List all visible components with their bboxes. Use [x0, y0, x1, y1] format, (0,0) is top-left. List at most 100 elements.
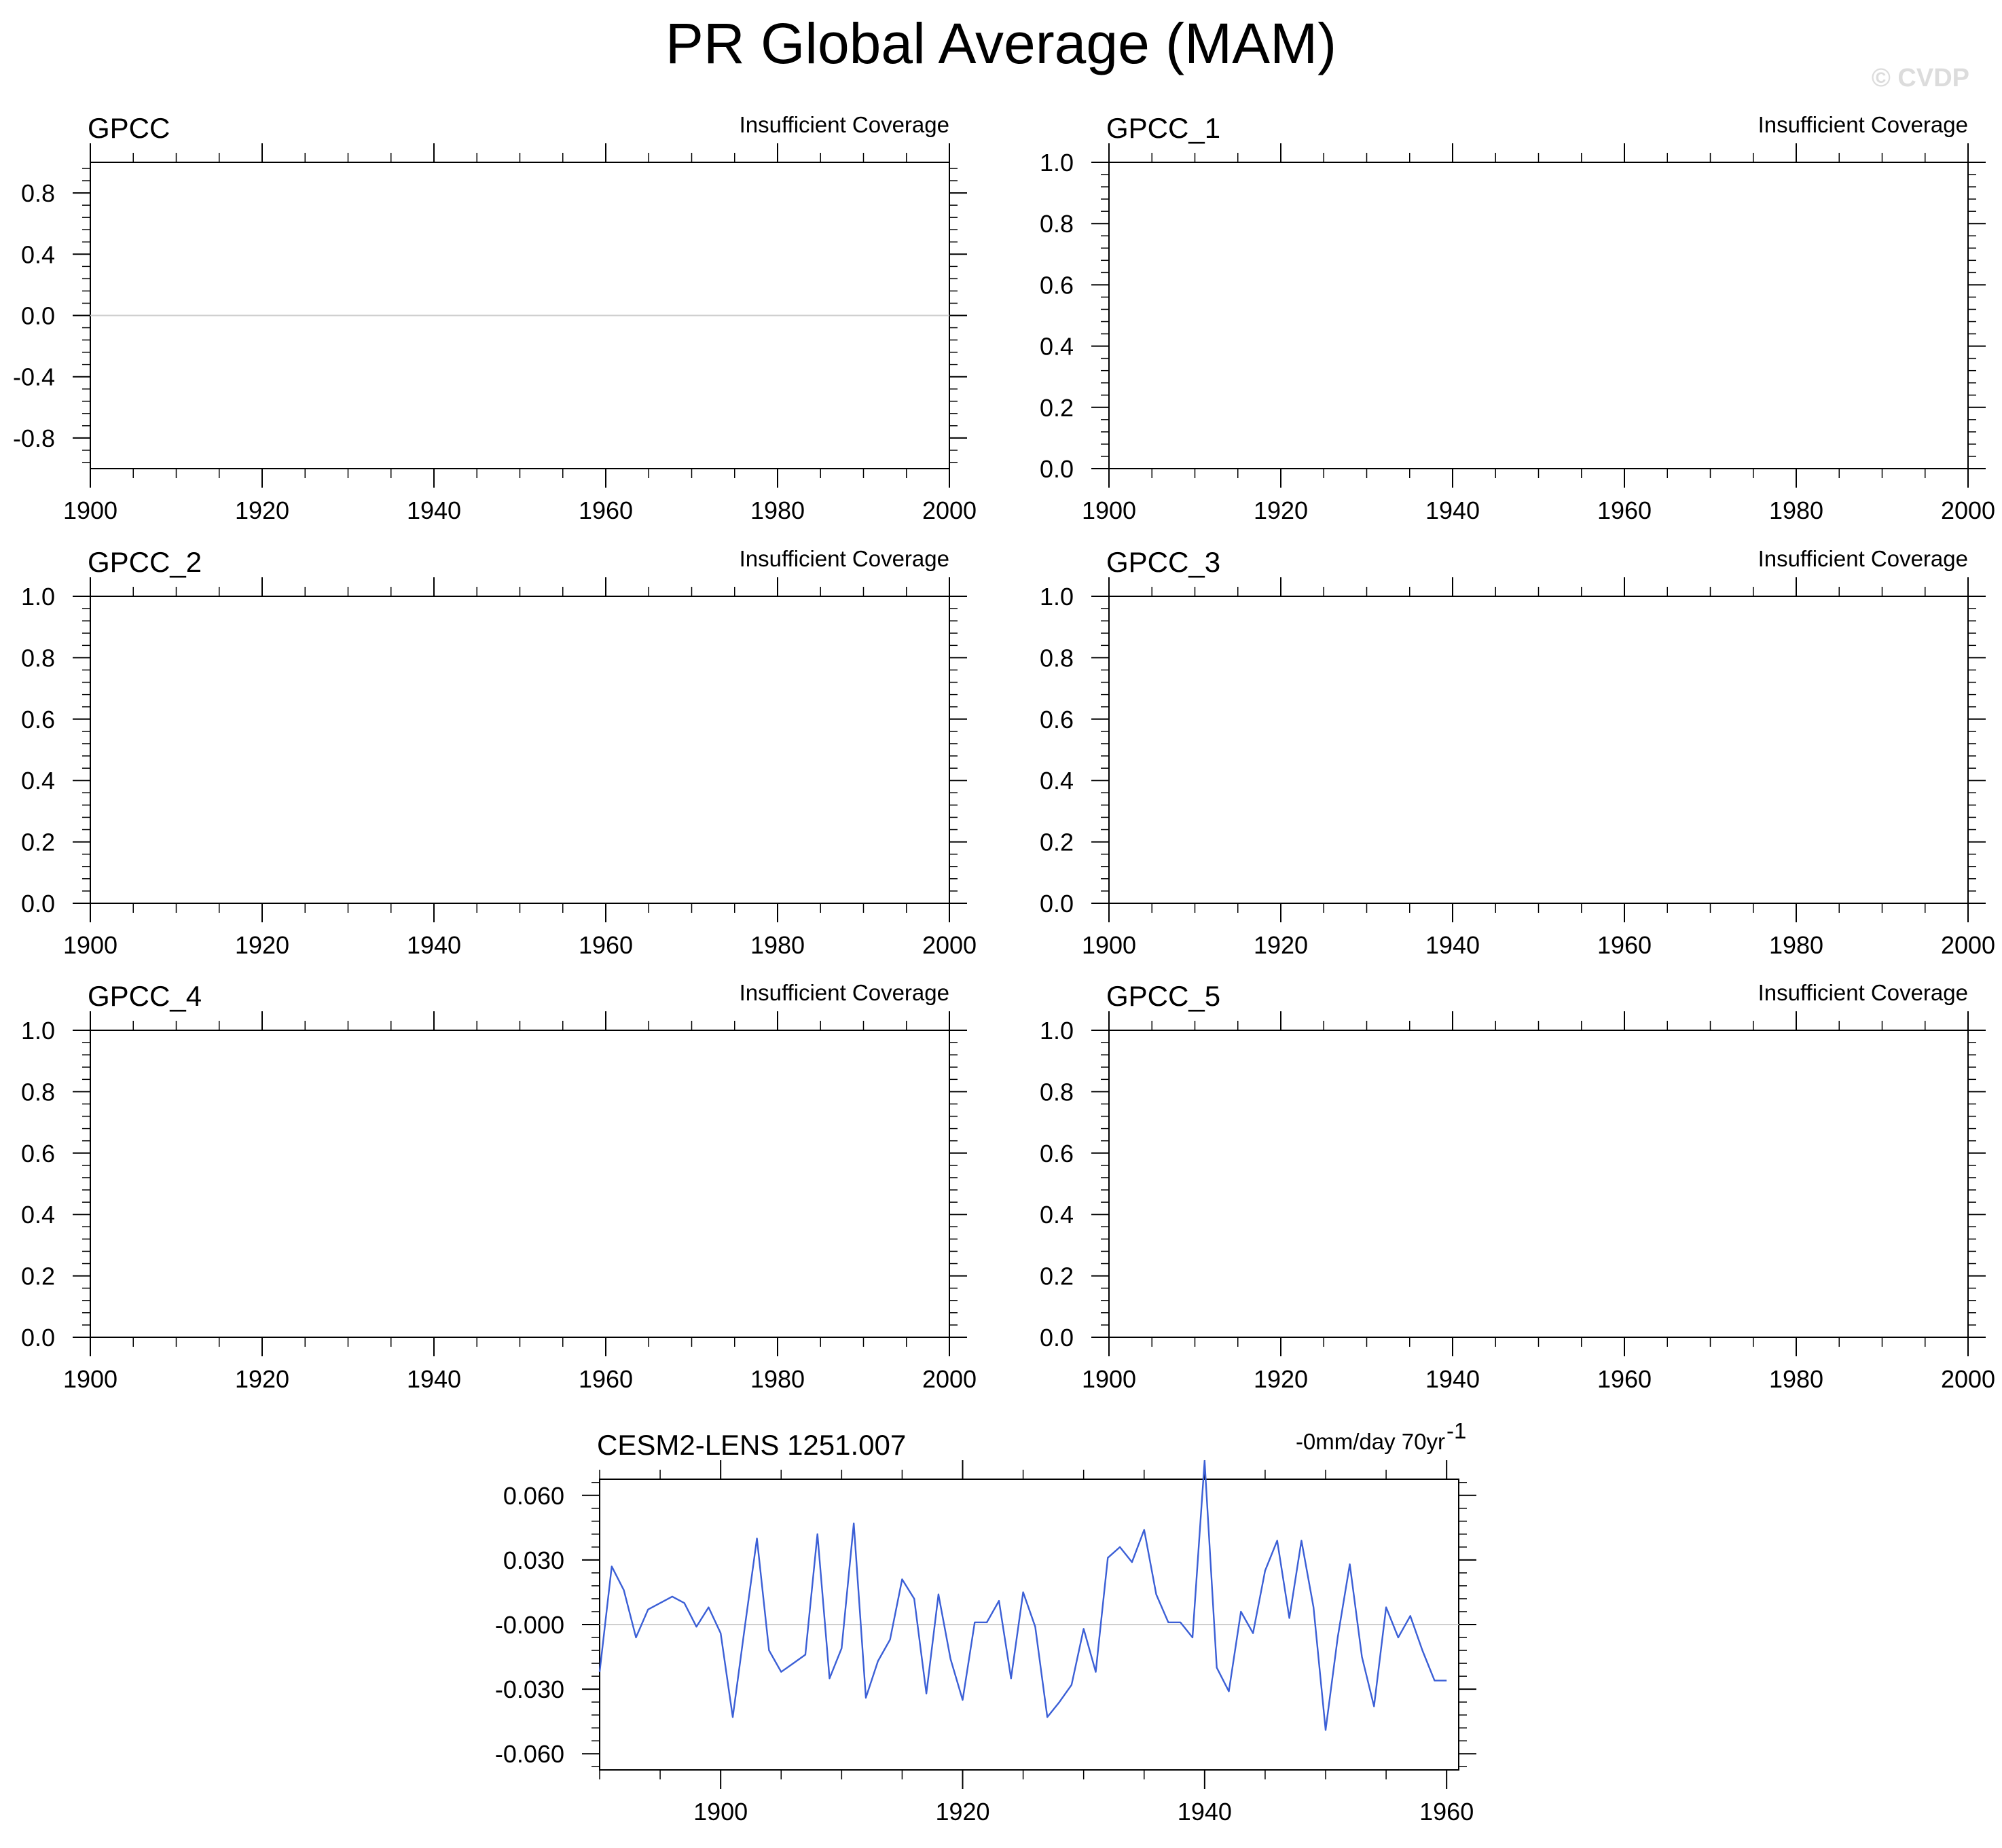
panel-note: Insufficient Coverage — [1758, 546, 1968, 571]
x-tick-label: 1900 — [63, 931, 117, 959]
panel-title: GPCC_5 — [1106, 980, 1220, 1012]
x-tick-label: 1900 — [1082, 931, 1136, 959]
panel-note: -0mm/day 70yr — [1296, 1429, 1445, 1454]
x-tick-label: 1920 — [235, 496, 289, 524]
x-tick-label: 1960 — [579, 931, 633, 959]
x-tick-label: 1960 — [1419, 1798, 1474, 1826]
series-line-1 — [598, 1460, 1447, 1731]
panel-title: GPCC_1 — [1106, 112, 1220, 144]
y-tick-label: 0.0 — [1040, 1324, 1074, 1352]
x-tick-label: 1920 — [235, 931, 289, 959]
y-tick-label: 0.0 — [1040, 455, 1074, 483]
x-tick-label: 2000 — [922, 1365, 977, 1393]
y-tick-label: 1.0 — [1040, 149, 1074, 177]
y-tick-label: 0.4 — [1040, 1201, 1074, 1229]
plot-frame — [1108, 1030, 1969, 1338]
y-tick-label: 0.8 — [1040, 210, 1074, 238]
y-tick-label: -0.4 — [13, 363, 55, 391]
x-tick-label: 1940 — [1178, 1798, 1232, 1826]
y-tick-label: 0.4 — [1040, 767, 1074, 795]
x-tick-label: 1960 — [1597, 931, 1652, 959]
x-tick-label: 2000 — [1941, 931, 1995, 959]
y-tick-label: 0.6 — [21, 706, 55, 733]
y-tick-label: 0.4 — [21, 767, 55, 795]
plot-frame — [90, 596, 950, 904]
panel-title: CESM2-LENS 1251.007 — [597, 1429, 906, 1461]
y-tick-label: 0.2 — [1040, 1263, 1074, 1290]
x-tick-label: 1940 — [1425, 931, 1480, 959]
y-tick-label: 0.8 — [21, 179, 55, 207]
chart-panel-5: 1900 1920 1940 1960 1980 2000 1.0 0.8 0.6 0.4 0.2 0… — [21, 980, 977, 1393]
chart-panel-7: 1900 1920 1940 1960 0.060 0.030 -0.000 -0.030 -0… — [495, 1418, 1476, 1826]
y-tick-label: -0.060 — [495, 1740, 564, 1768]
x-tick-label: 1900 — [63, 1365, 117, 1393]
x-tick-label: 1980 — [750, 1365, 805, 1393]
watermark-copyright: © CVDP — [1871, 64, 1969, 92]
y-tick-label: 0.8 — [1040, 644, 1074, 672]
y-tick-label: 0.2 — [1040, 394, 1074, 422]
panel-note-superscript: -1 — [1446, 1418, 1466, 1443]
chart-panel-1: 1900 1920 1940 1960 1980 2000 0.8 0.4 0.0 -0.4 -0.… — [13, 112, 977, 524]
panel-note: Insufficient Coverage — [740, 980, 949, 1005]
y-tick-label: 1.0 — [21, 1017, 55, 1045]
x-tick-label: 1940 — [1425, 1365, 1480, 1393]
panel-note: Insufficient Coverage — [740, 112, 949, 137]
x-tick-label: 1980 — [1769, 931, 1823, 959]
x-tick-label: 1920 — [935, 1798, 989, 1826]
x-tick-label: 1940 — [407, 931, 461, 959]
x-tick-label: 1920 — [235, 1365, 289, 1393]
y-tick-label: -0.030 — [495, 1675, 564, 1703]
plot-frame — [90, 1030, 950, 1338]
x-tick-label: 1960 — [579, 496, 633, 524]
chart-panel-2: 1900 1920 1940 1960 1980 2000 1.0 0.8 0.6 0.4 0.2 0… — [1040, 112, 1995, 524]
y-tick-label: 0.030 — [503, 1546, 564, 1574]
y-tick-label: 0.4 — [21, 240, 55, 268]
x-tick-label: 1920 — [1254, 931, 1308, 959]
x-tick-label: 2000 — [922, 496, 977, 524]
y-tick-label: -0.8 — [13, 424, 55, 452]
x-tick-label: 2000 — [922, 931, 977, 959]
panel-title: GPCC_2 — [88, 546, 202, 578]
plot-frame — [1108, 596, 1969, 904]
x-tick-label: 1920 — [1254, 1365, 1308, 1393]
y-tick-label: -0.000 — [495, 1611, 564, 1639]
x-tick-label: 1980 — [1769, 496, 1823, 524]
panel-title: GPCC_3 — [1106, 546, 1220, 578]
panel-note: Insufficient Coverage — [740, 546, 949, 571]
figure-title: PR Global Average (MAM) — [665, 12, 1337, 75]
y-tick-label: 0.4 — [1040, 333, 1074, 361]
y-tick-label: 0.2 — [1040, 829, 1074, 856]
x-tick-label: 2000 — [1941, 1365, 1995, 1393]
chart-panel-4: 1900 1920 1940 1960 1980 2000 1.0 0.8 0.6 0.4 0.2 0… — [1040, 546, 1995, 959]
x-tick-label: 1940 — [1425, 496, 1480, 524]
chart-panel-6: 1900 1920 1940 1960 1980 2000 1.0 0.8 0.6 0.4 0.2 0… — [1040, 980, 1995, 1393]
y-tick-label: 0.0 — [1040, 890, 1074, 918]
x-tick-label: 2000 — [1941, 496, 1995, 524]
y-tick-label: 0.2 — [21, 1263, 55, 1290]
x-tick-label: 1900 — [1082, 496, 1136, 524]
x-tick-label: 1980 — [1769, 1365, 1823, 1393]
y-tick-label: 1.0 — [21, 583, 55, 611]
x-tick-label: 1960 — [1597, 496, 1652, 524]
x-tick-label: 1980 — [750, 931, 805, 959]
y-tick-label: 0.4 — [21, 1201, 55, 1229]
x-tick-label: 1940 — [407, 496, 461, 524]
y-tick-label: 0.8 — [1040, 1078, 1074, 1106]
x-tick-label: 1900 — [693, 1798, 748, 1826]
x-tick-label: 1900 — [1082, 1365, 1136, 1393]
y-tick-label: 0.2 — [21, 829, 55, 856]
panel-note: Insufficient Coverage — [1758, 112, 1968, 137]
y-tick-label: 0.060 — [503, 1482, 564, 1510]
x-tick-label: 1980 — [750, 496, 805, 524]
x-tick-label: 1920 — [1254, 496, 1308, 524]
panel-title: GPCC — [88, 112, 170, 144]
y-tick-label: 0.0 — [21, 302, 55, 330]
x-tick-label: 1940 — [407, 1365, 461, 1393]
y-tick-label: 1.0 — [1040, 583, 1074, 611]
panel-title: GPCC_4 — [88, 980, 202, 1012]
x-tick-label: 1960 — [1597, 1365, 1652, 1393]
x-tick-label: 1900 — [63, 496, 117, 524]
y-tick-label: 0.0 — [21, 890, 55, 918]
y-tick-label: 0.8 — [21, 1078, 55, 1106]
